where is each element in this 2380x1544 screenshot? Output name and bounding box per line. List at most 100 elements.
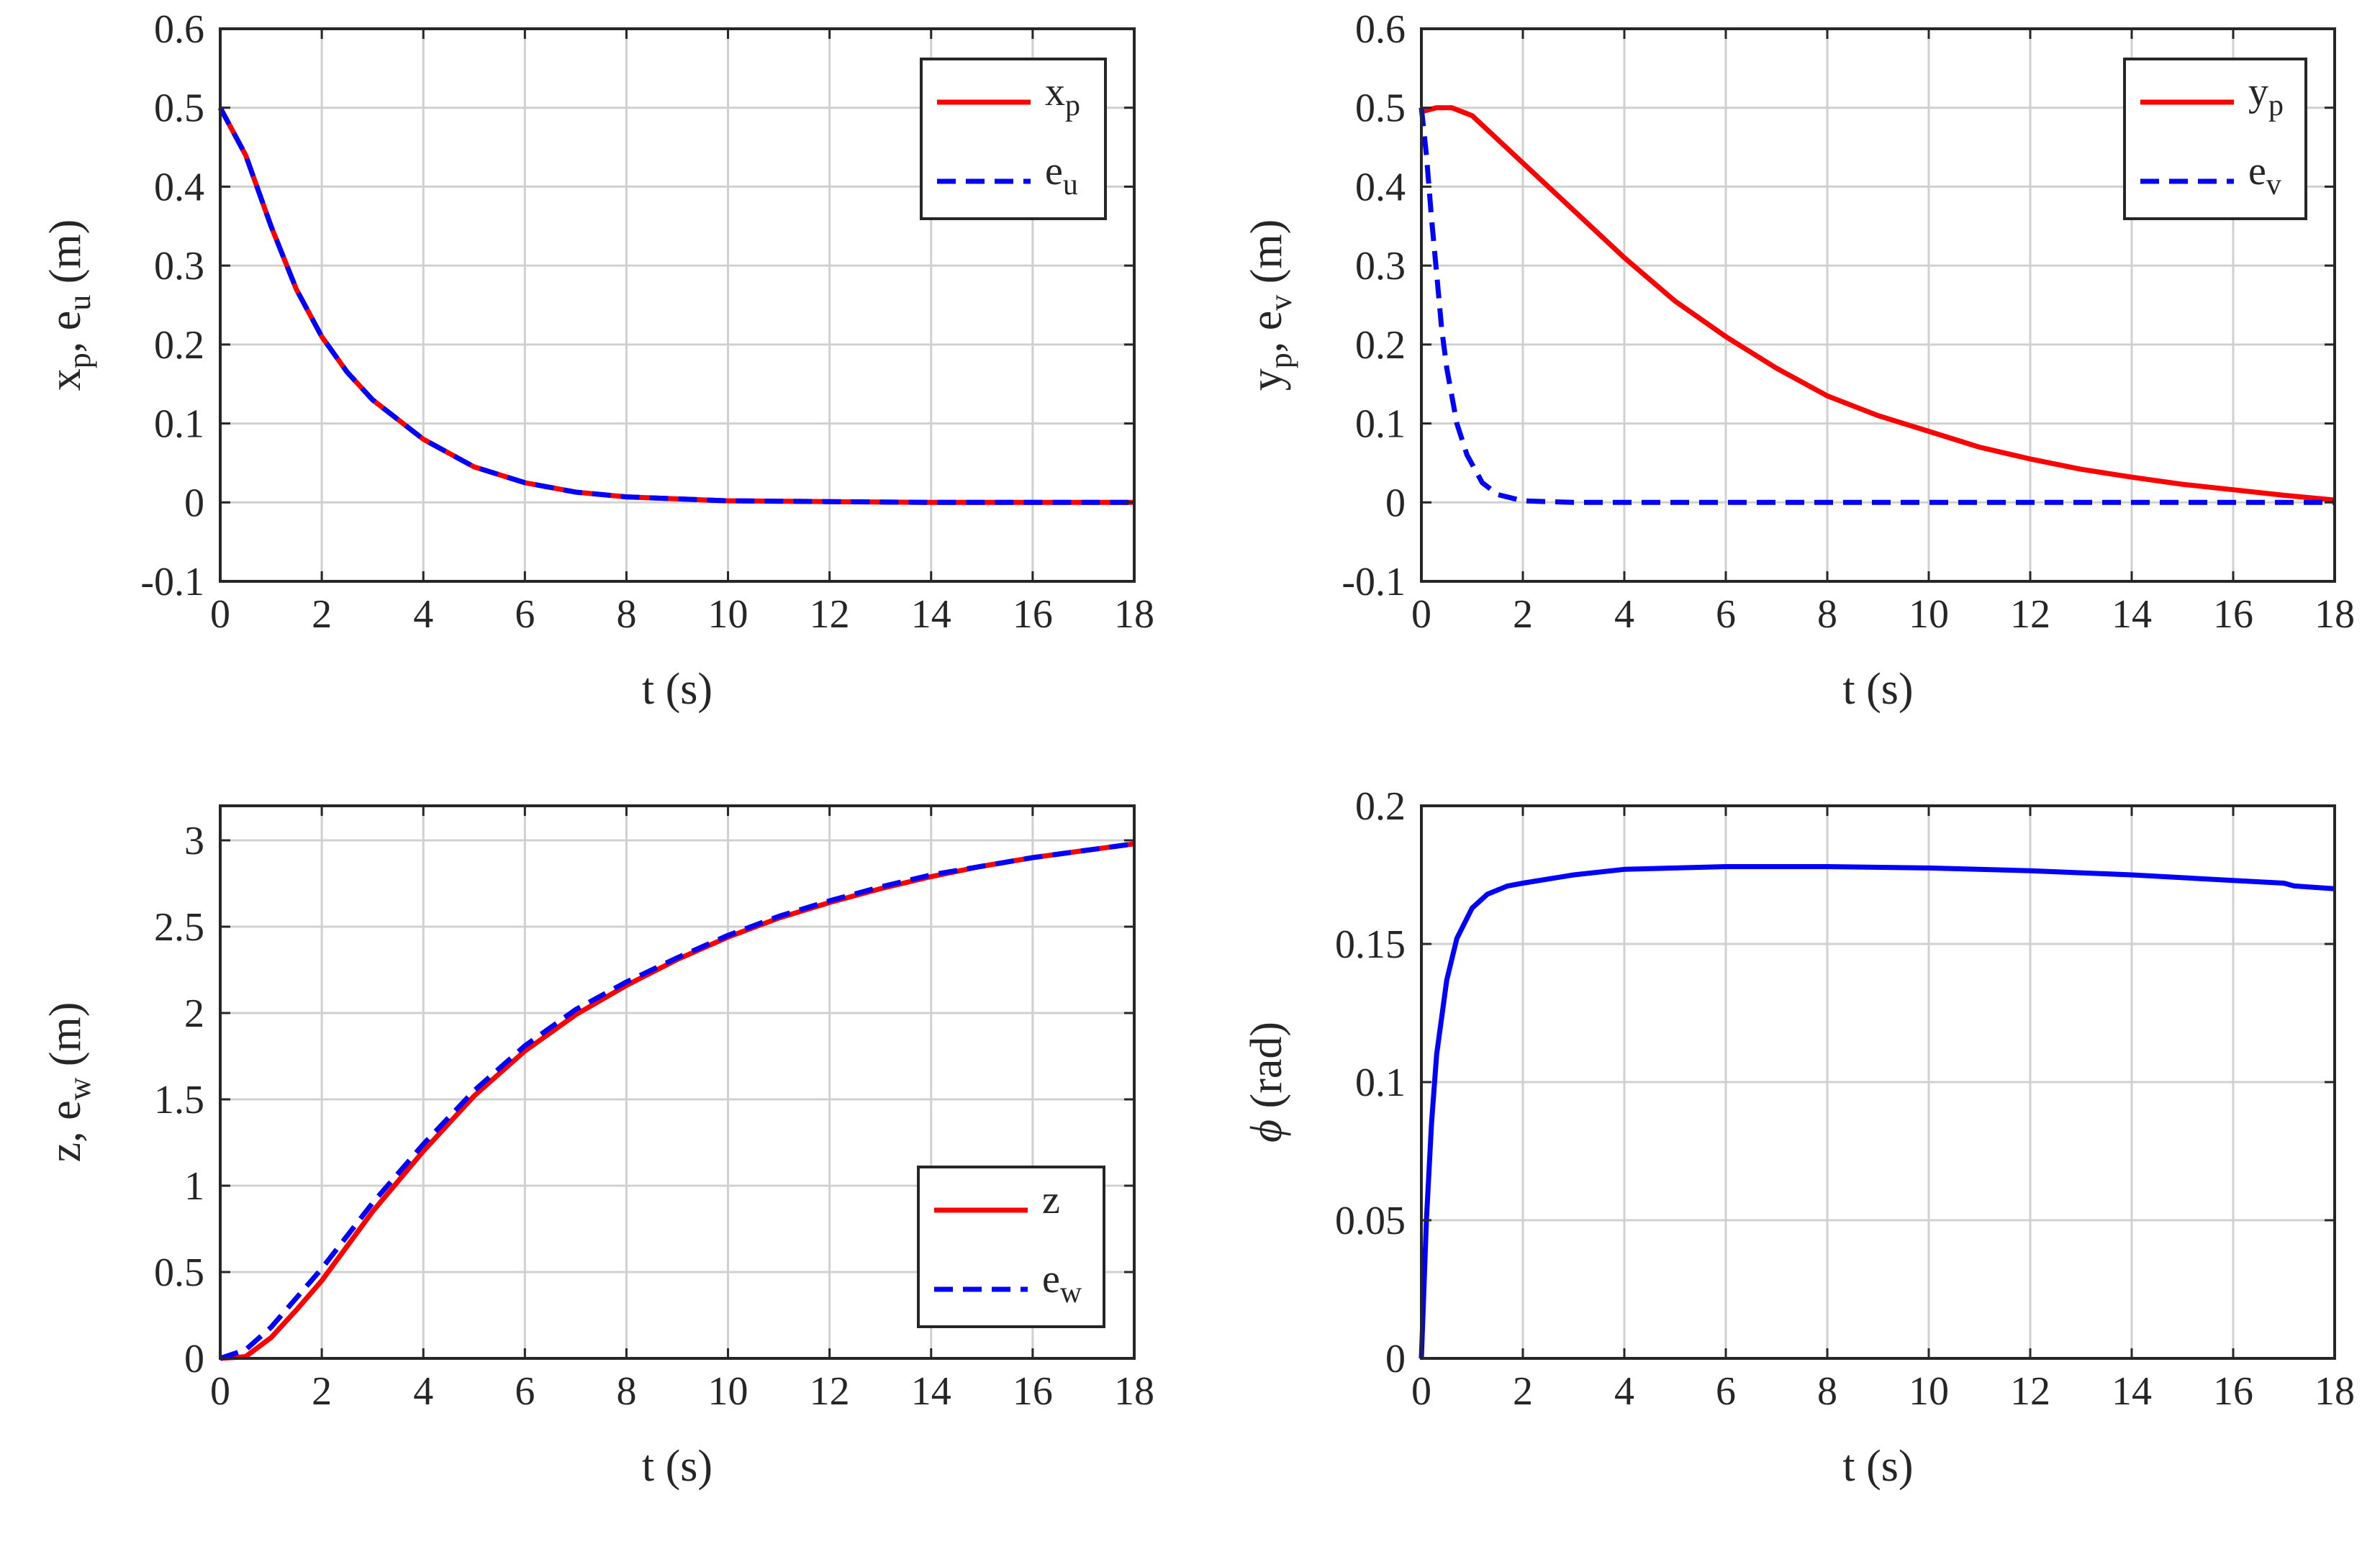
y-tick-label: 3: [184, 819, 204, 863]
y-tick-label: 1.5: [154, 1078, 204, 1122]
x-tick-label: 16: [1013, 592, 1053, 637]
x-tick-label: 16: [2213, 592, 2253, 637]
y-tick-label: 0.3: [1355, 244, 1406, 289]
x-tick-label: 6: [1716, 1369, 1736, 1414]
y-tick-label: -0.1: [1341, 560, 1406, 604]
series-line-z: [220, 841, 1135, 1361]
y-tick-label: 0.5: [154, 86, 204, 131]
y-tick-label: -0.1: [140, 560, 204, 604]
y-tick-label: 0: [1385, 1337, 1406, 1381]
x-tick-label: 0: [210, 1369, 230, 1414]
x-tick-label: 2: [312, 592, 332, 637]
legend-box: [917, 1166, 1105, 1328]
chart-panel-top-left: 0 2 4 6 8 10 12 14 16 18-0.100.10.20.30.40.50.6t …: [41, 7, 1154, 714]
x-tick-label: 4: [413, 1369, 433, 1414]
x-tick-label: 12: [810, 592, 850, 637]
x-tick-label: 10: [708, 592, 748, 637]
x-tick-label: 18: [1114, 1369, 1154, 1414]
legend: yp ev: [2123, 58, 2307, 220]
x-tick-label: 8: [1817, 1369, 1837, 1414]
x-tick-label: 16: [2213, 1369, 2253, 1414]
y-tick-label: 0.4: [1355, 165, 1406, 209]
series-line-e-u: [217, 106, 1134, 505]
legend: z ew: [917, 1166, 1105, 1328]
x-tick-label: 6: [515, 1369, 535, 1414]
y-tick-label: 0.2: [154, 323, 204, 368]
x-tick-label: 18: [2315, 1369, 2355, 1414]
y-tick-label: 2.5: [154, 905, 204, 950]
legend-label-x-p: xp: [1045, 70, 1080, 122]
y-tick-label: 0.5: [1355, 86, 1406, 131]
x-axis-label: t (s): [1842, 1442, 1913, 1491]
x-tick-label: 8: [1817, 592, 1837, 637]
x-tick-label: 2: [1513, 1369, 1533, 1414]
y-axis-label: z, ew (m): [41, 1002, 97, 1163]
y-tick-label: 0: [184, 481, 204, 525]
y-tick-label: 0.2: [1355, 784, 1406, 829]
legend-label-e-u: eu: [1045, 149, 1078, 201]
x-tick-label: 4: [1614, 1369, 1634, 1414]
x-tick-label: 10: [708, 1369, 748, 1414]
x-tick-label: 2: [1513, 592, 1533, 637]
chart-panel-bottom-left: 0 2 4 6 8 10 12 14 16 18 0 0.5 1 1.5 2 2.5 3 t (s) z, ew (…: [41, 804, 1154, 1491]
legend-label-y-p: yp: [2248, 70, 2284, 122]
legend-label-e-w: ew: [1042, 1257, 1082, 1309]
legend-label-e-v: ev: [2248, 149, 2281, 201]
x-tick-label: 12: [2010, 1369, 2050, 1414]
x-tick-label: 12: [2010, 592, 2050, 637]
y-axis-label: yp, ev (m): [1242, 219, 1298, 391]
y-tick-label: 0: [1385, 481, 1406, 525]
y-axis-label: xp, eu (m): [41, 219, 97, 391]
y-tick-label: 0.4: [154, 165, 204, 209]
legend-box: [920, 58, 1107, 220]
axes-frame: [219, 804, 1136, 1360]
y-tick-label: 0.15: [1335, 922, 1406, 967]
legend-box: [2123, 58, 2307, 220]
x-tick-label: 4: [1614, 592, 1634, 637]
x-axis-label: t (s): [1842, 665, 1913, 714]
y-tick-label: 0: [184, 1337, 204, 1381]
x-tick-label: 10: [1909, 1369, 1949, 1414]
series-line-e-v: [1419, 107, 2335, 505]
x-axis-label: t (s): [642, 665, 712, 714]
chart-panel-bottom-right: 0 2 4 6 8 10 12 14 16 18 0 0.05 0.1 0.15 0.2 t (s) ϕ (ra…: [1242, 784, 2355, 1491]
x-tick-label: 14: [911, 592, 951, 637]
x-tick-label: 14: [2112, 1369, 2152, 1414]
x-tick-label: 6: [1716, 592, 1736, 637]
axes-frame: [219, 27, 1136, 583]
x-tick-label: 6: [515, 592, 535, 637]
y-tick-label: 1: [184, 1164, 204, 1209]
x-tick-label: 2: [312, 1369, 332, 1414]
axes-frame: [1420, 27, 2336, 583]
x-tick-label: 0: [1411, 592, 1431, 637]
legend-label-z: z: [1042, 1178, 1060, 1222]
y-tick-label: 0.3: [154, 244, 204, 289]
series-line-phi: [1419, 864, 2335, 1359]
y-tick-label: 0.5: [154, 1250, 204, 1295]
x-tick-label: 0: [210, 592, 230, 637]
chart-panel-top-right: 0 2 4 6 8 10 12 14 16 18-0.100.10.20.30.40.50.6t …: [1242, 7, 2355, 714]
x-tick-label: 10: [1909, 592, 1949, 637]
y-tick-label: 0.6: [154, 7, 204, 52]
y-tick-label: 0.05: [1335, 1199, 1406, 1243]
x-axis-label: t (s): [642, 1442, 712, 1491]
legend: xp eu: [920, 58, 1107, 220]
y-tick-label: 2: [184, 991, 204, 1036]
x-tick-label: 8: [616, 1369, 636, 1414]
y-tick-label: 0.2: [1355, 323, 1406, 368]
series-line-y-p: [1421, 105, 2335, 503]
x-tick-label: 4: [413, 592, 433, 637]
x-tick-label: 18: [1114, 592, 1154, 637]
x-tick-label: 14: [2112, 592, 2152, 637]
x-tick-label: 16: [1013, 1369, 1053, 1414]
x-tick-label: 12: [810, 1369, 850, 1414]
y-tick-label: 0.1: [1355, 1061, 1406, 1105]
x-tick-label: 8: [616, 592, 636, 637]
y-tick-label: 0.1: [1355, 402, 1406, 447]
y-tick-label: 0.1: [154, 402, 204, 447]
series-line-e-w: [219, 841, 1135, 1361]
x-tick-label: 0: [1411, 1369, 1431, 1414]
y-axis-label: ϕ (rad): [1242, 1022, 1291, 1143]
y-tick-label: 0.6: [1355, 7, 1406, 52]
